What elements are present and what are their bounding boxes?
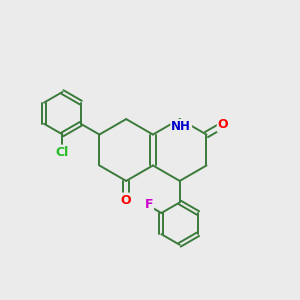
Text: O: O	[121, 194, 131, 207]
Text: Cl: Cl	[56, 146, 69, 159]
Text: O: O	[218, 118, 228, 131]
Text: F: F	[145, 198, 153, 212]
Text: NH: NH	[171, 120, 191, 133]
